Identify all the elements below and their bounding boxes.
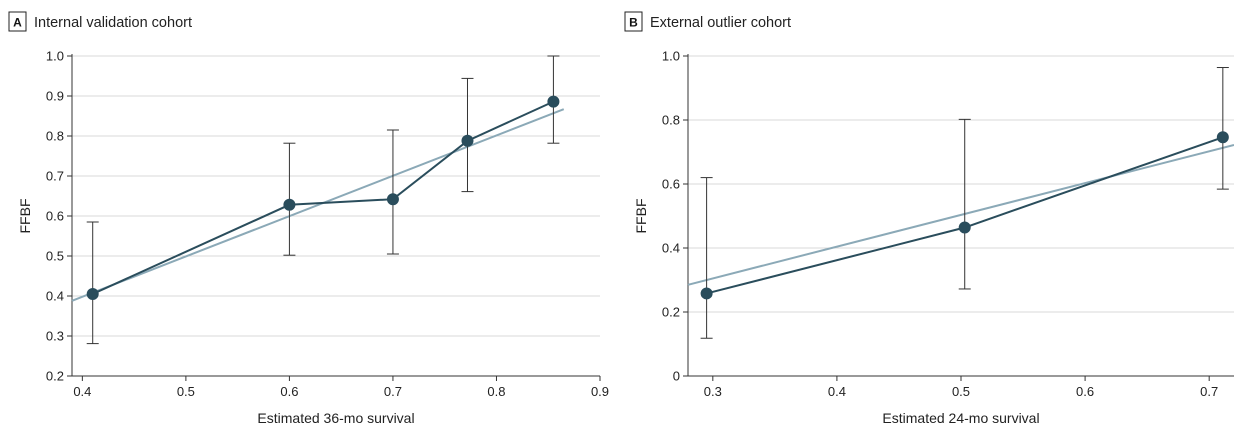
x-tick-label: 0.8 [487, 384, 505, 399]
x-tick-label: 0.5 [177, 384, 195, 399]
data-point [86, 288, 99, 300]
y-tick-label: 1.0 [662, 49, 680, 64]
x-tick-label: 0.4 [828, 384, 846, 399]
y-tick-label: 0.7 [46, 169, 64, 184]
x-tick-label: 0.7 [384, 384, 402, 399]
y-tick-label: 0.6 [46, 209, 64, 224]
panel-b: B External outlier cohort 0 0.2 0.4 0.6 0.8 1.0… [624, 11, 1234, 426]
x-tick-label: 0.6 [280, 384, 298, 399]
y-tick-label: 0.4 [662, 241, 680, 256]
data-point [700, 287, 713, 300]
y-tick-label: 0.5 [46, 249, 64, 264]
panel-title: Internal validation cohort [34, 15, 192, 31]
y-tick-label: 0.3 [46, 329, 64, 344]
panel-label-box [624, 11, 643, 32]
y-axis-title: FFBF [17, 199, 33, 234]
y-tick-label: 0 [673, 369, 680, 384]
x-tick-label: 0.4 [73, 384, 91, 399]
panel-label: B [629, 16, 638, 30]
y-tick-label: 0.2 [662, 305, 680, 320]
fit-line [687, 143, 1234, 286]
data-point [386, 193, 399, 206]
panel-label-box [8, 11, 27, 32]
x-axis-title: Estimated 24-mo survival [882, 410, 1039, 426]
x-tick-label: 0.3 [704, 384, 722, 399]
y-tick-label: 0.9 [46, 89, 64, 104]
data-point [461, 134, 474, 147]
y-tick-label: 0.8 [662, 113, 680, 128]
x-tick-label: 0.7 [1200, 384, 1218, 399]
x-tick-label: 0.5 [952, 384, 970, 399]
y-tick-label: 0.2 [46, 369, 64, 384]
x-axis-title: Estimated 36-mo survival [257, 410, 414, 426]
data-point [958, 221, 971, 234]
panel-title: External outlier cohort [650, 15, 791, 31]
y-tick-label: 0.8 [46, 129, 64, 144]
data-point [547, 95, 560, 108]
data-point [283, 198, 296, 211]
y-axis-title: FFBF [633, 199, 649, 234]
y-tick-label: 1.0 [46, 49, 64, 64]
y-tick-label: 0.6 [662, 177, 680, 192]
fit-line [71, 108, 565, 302]
panel-label: A [13, 16, 22, 30]
x-tick-label: 0.9 [591, 384, 609, 399]
panel-a: A Internal validation cohort 0.2 0.3 0.4 0.5 0… [8, 11, 609, 426]
data-point [1216, 131, 1229, 144]
y-tick-label: 0.4 [46, 289, 64, 304]
x-tick-label: 0.6 [1076, 384, 1094, 399]
